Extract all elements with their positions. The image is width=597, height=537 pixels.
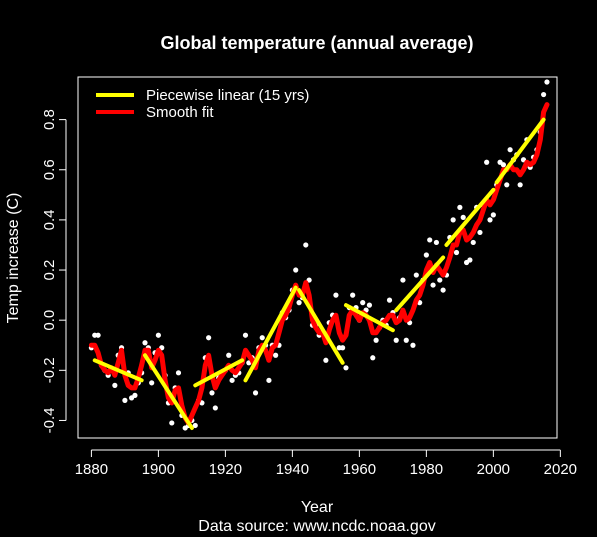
data-point [175, 370, 182, 376]
data-point [430, 282, 436, 288]
data-point [293, 267, 299, 273]
data-point [366, 302, 373, 308]
data-point [273, 352, 279, 358]
piecewise-segment [444, 187, 496, 247]
x-tick-label: 1960 [343, 461, 376, 478]
x-tick-label: 1980 [410, 461, 443, 478]
piecewise-linear-series [92, 117, 546, 430]
data-point [360, 300, 366, 306]
data-point [149, 380, 155, 386]
data-point [437, 277, 443, 283]
y-tick-label: 0.0 [41, 310, 58, 331]
piecewise-segment [142, 353, 194, 430]
plot-frame [77, 76, 558, 439]
y-axis-label: Temp increase (C) [5, 193, 22, 324]
data-point [259, 335, 265, 341]
data-point [122, 397, 128, 403]
data-point [226, 352, 232, 358]
x-axis-label: Year [301, 499, 334, 516]
data-point [487, 217, 493, 223]
data-point [212, 405, 218, 411]
data-point [400, 277, 406, 283]
data-point [242, 332, 249, 338]
data-point [484, 159, 490, 165]
data-point [541, 91, 547, 98]
piecewise-segment [394, 255, 446, 313]
piecewise-segment [494, 117, 546, 185]
y-axis: -0.4 -0.2 0.0 0.2 0.4 0.6 0.8 [41, 109, 67, 434]
y-tick-label: 0.8 [41, 109, 58, 130]
data-point [467, 257, 473, 263]
data-point [450, 217, 456, 223]
y-tick-label: -0.2 [41, 357, 58, 383]
piecewise-segment [297, 288, 345, 365]
data-point [457, 204, 463, 210]
data-point [386, 297, 393, 303]
data-point [155, 332, 161, 338]
data-point [453, 249, 460, 256]
x-tick-label: 1920 [209, 461, 242, 478]
data-point [433, 239, 440, 246]
data-point [427, 237, 433, 243]
data-point [132, 392, 138, 398]
data-point [112, 382, 118, 388]
data-point [403, 337, 409, 343]
y-tick-label: 0.4 [41, 209, 58, 230]
piecewise-segment [243, 285, 298, 383]
y-tick-label: 0.2 [41, 260, 58, 281]
legend: Piecewise linear (15 yrs) Smooth fit [96, 87, 309, 121]
legend-label-smooth: Smooth fit [146, 104, 214, 121]
x-tick-label: 1900 [142, 461, 175, 478]
data-point [477, 229, 483, 236]
y-tick-label: 0.6 [41, 159, 58, 180]
data-point [410, 342, 416, 348]
data-point [507, 147, 513, 153]
data-point [169, 420, 175, 426]
x-tick-label: 2020 [544, 461, 577, 478]
data-point [340, 345, 346, 351]
data-point [142, 340, 148, 346]
x-tick-label: 1940 [276, 461, 309, 478]
data-point [470, 239, 476, 246]
piecewise-segment [193, 358, 245, 388]
data-point [423, 252, 429, 258]
data-point [350, 292, 356, 298]
data-point [323, 357, 329, 363]
x-tick-label: 1880 [75, 461, 108, 478]
data-point [252, 390, 259, 396]
data-point [490, 212, 496, 218]
data-point [229, 377, 235, 383]
data-point [296, 300, 302, 306]
data-point [206, 335, 212, 341]
data-point [266, 377, 272, 383]
data-point [333, 292, 339, 298]
data-point [440, 287, 446, 293]
chart-title: Global temperature (annual average) [160, 33, 473, 53]
data-point [192, 422, 198, 429]
data-point [504, 182, 510, 188]
data-point [343, 365, 349, 371]
x-tick-label: 2000 [477, 461, 510, 478]
data-point [460, 214, 466, 220]
data-point [413, 272, 419, 278]
data-point [373, 337, 379, 343]
data-point [303, 242, 309, 248]
data-source-caption: Data source: www.ncdc.noaa.gov [198, 518, 435, 535]
y-tick-label: -0.4 [41, 408, 58, 434]
piecewise-segment [343, 303, 395, 333]
piecewise-segment [92, 358, 144, 383]
data-point [95, 332, 101, 338]
data-point [393, 337, 399, 343]
data-point [544, 79, 550, 85]
data-point [370, 355, 376, 361]
data-point [209, 390, 215, 396]
data-point [517, 182, 523, 188]
x-axis: 1880 1900 1920 1940 1960 1980 2000 2020 [75, 449, 577, 478]
legend-label-piecewise: Piecewise linear (15 yrs) [146, 87, 309, 104]
data-point [500, 162, 507, 168]
